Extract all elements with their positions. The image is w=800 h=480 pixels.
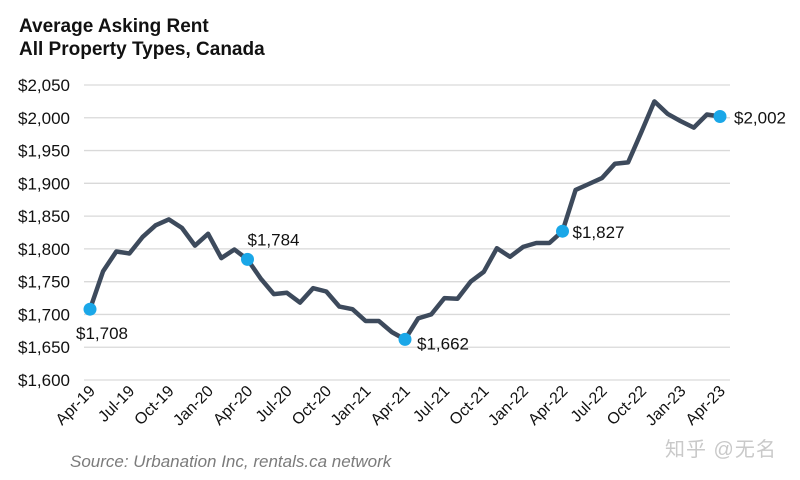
x-tick-label: Jul-21 [410,383,453,426]
x-tick-label: Oct-20 [289,383,335,429]
data-label: $1,827 [573,223,625,242]
x-axis-ticks: Apr-19Jul-19Oct-19Jan-20Apr-20Jul-20Oct-… [53,383,729,430]
data-label: $2,002 [734,108,786,127]
x-tick-label: Jul-22 [568,383,611,426]
x-tick-label: Jan-23 [643,383,690,430]
gridlines [84,84,730,381]
x-tick-label: Apr-20 [210,383,256,429]
x-tick-label: Oct-22 [604,383,650,429]
highlight-point [713,109,727,123]
x-tick-label: Oct-19 [132,383,178,429]
x-tick-label: Oct-21 [447,383,493,429]
y-tick-label: $1,700 [18,305,70,324]
y-tick-label: $1,800 [18,240,70,259]
y-tick-label: $1,650 [18,338,70,357]
highlight-point [241,252,254,266]
highlight-point [398,332,412,346]
series-line [87,99,723,342]
x-tick-label: Jan-21 [328,383,375,430]
x-tick-label: Jul-20 [253,383,296,426]
x-tick-label: Jan-22 [485,383,532,430]
highlight-points [83,109,727,346]
chart-subtitle: All Property Types, Canada [19,39,265,60]
x-tick-label: Jul-19 [95,383,138,426]
y-tick-label: $1,850 [18,207,70,226]
data-labels: $1,708 $1,784 $1,662 $1,827 $2,002 [76,108,786,353]
chart-title-block: Average Asking Rent All Property Types, … [19,15,265,61]
x-tick-label: Apr-22 [525,383,571,429]
data-label: $1,708 [76,324,128,343]
watermark: 知乎 @无名 [665,439,777,461]
y-tick-label: $2,000 [18,109,70,128]
y-tick-label: $1,600 [18,371,70,390]
y-tick-label: $1,900 [18,174,70,193]
data-label: $1,784 [248,230,300,249]
highlight-point [556,224,569,238]
x-tick-label: Apr-23 [683,383,729,429]
y-tick-label: $2,050 [18,76,70,95]
source-note: Source: Urbanation Inc, rentals.ca netwo… [70,452,392,471]
highlight-point [83,302,97,316]
x-tick-label: Jan-20 [170,383,217,430]
series-group [87,99,723,342]
y-tick-label: $1,750 [18,273,70,292]
data-label: $1,662 [417,334,469,353]
y-tick-label: $1,950 [18,142,70,161]
x-tick-label: Apr-21 [368,383,414,429]
chart-title: Average Asking Rent [19,16,209,37]
y-axis-ticks: $1,600 $1,650 $1,700 $1,750 $1,800 $1,850 $1,9… [18,76,70,390]
